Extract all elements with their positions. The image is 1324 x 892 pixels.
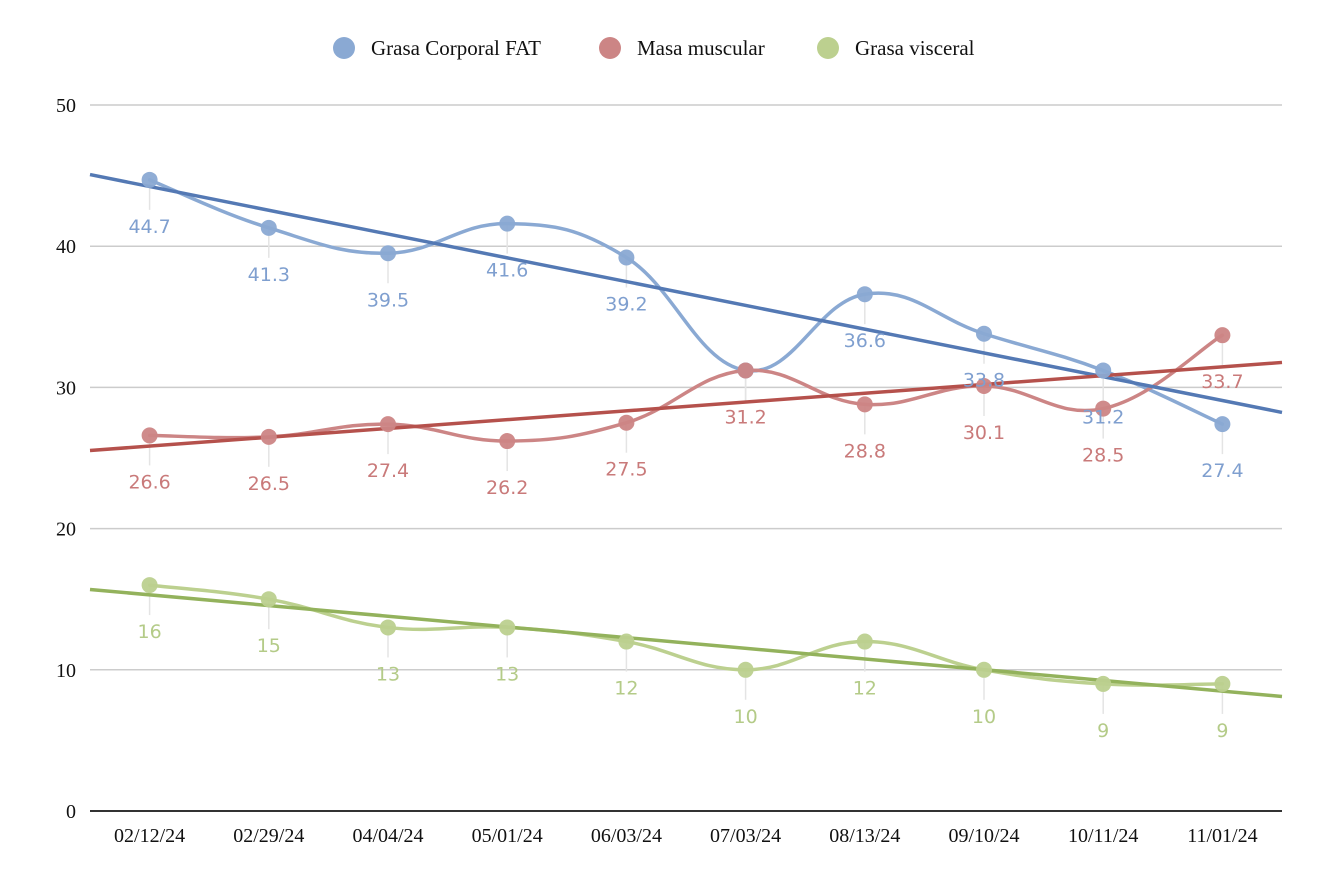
y-tick-label: 40 [56, 236, 76, 258]
y-tick-label: 10 [56, 660, 76, 682]
data-label: 15 [257, 635, 281, 657]
trend-line [89, 172, 1283, 415]
data-point [1214, 675, 1231, 692]
x-tick-label: 02/29/24 [233, 825, 304, 847]
data-point [976, 661, 992, 678]
data-label: 26.5 [248, 473, 290, 495]
trend-line [89, 587, 1283, 699]
legend: Grasa Corporal FAT Masa muscular Grasa vis… [333, 36, 975, 60]
y-tick-label: 20 [56, 519, 76, 541]
data-label: 33.7 [1201, 371, 1243, 393]
data-point [618, 249, 635, 266]
data-point [856, 286, 873, 303]
data-point [1095, 362, 1112, 379]
data-points [141, 171, 1231, 692]
x-tick-label: 04/04/24 [352, 825, 423, 847]
data-label: 36.6 [844, 330, 886, 352]
data-point [1095, 675, 1112, 692]
data-point [141, 577, 158, 594]
data-point [260, 219, 277, 236]
data-labels: 44.7 41.3 39.5 41.6 39.2 36.6 33.8 31.2 27.4 26.6… [128, 216, 1243, 742]
x-tick-label: 10/11/24 [1068, 825, 1138, 847]
data-point [1214, 327, 1231, 344]
y-tick-label: 50 [56, 95, 76, 117]
data-label: 12 [853, 678, 877, 700]
data-point [499, 619, 516, 636]
x-tick-label: 05/01/24 [472, 825, 543, 847]
data-label: 16 [138, 621, 162, 643]
data-label: 10 [734, 706, 758, 728]
data-label: 26.2 [486, 477, 528, 499]
data-point [976, 377, 992, 394]
data-label: 9 [1097, 720, 1109, 742]
data-label: 9 [1216, 720, 1228, 742]
data-point [380, 245, 396, 262]
data-label: 27.4 [1201, 460, 1243, 482]
series-line [147, 178, 1225, 426]
data-label: 33.8 [963, 370, 1005, 392]
data-label: 41.6 [486, 260, 528, 282]
data-label: 10 [972, 706, 996, 728]
y-tick-label: 30 [56, 377, 76, 399]
trend-line [89, 360, 1283, 453]
legend-label: Grasa Corporal FAT [371, 36, 541, 60]
data-point [1095, 400, 1112, 417]
data-point [141, 171, 158, 188]
data-point [737, 661, 754, 678]
data-label: 26.6 [128, 471, 170, 493]
legend-marker [599, 37, 621, 59]
data-label: 27.4 [367, 460, 409, 482]
series-lines [147, 178, 1225, 687]
x-tick-label: 08/13/24 [829, 825, 900, 847]
data-label: 27.5 [605, 459, 647, 481]
data-point [260, 591, 277, 608]
data-label: 41.3 [248, 264, 290, 286]
data-label: 30.1 [963, 422, 1005, 444]
data-point [260, 428, 277, 445]
y-tick-label: 0 [66, 801, 76, 823]
data-point [856, 396, 873, 413]
data-point [499, 215, 516, 232]
data-point [380, 619, 396, 636]
data-point [618, 633, 635, 650]
data-point [856, 633, 873, 650]
series-line [147, 583, 1225, 687]
legend-label: Masa muscular [637, 36, 765, 60]
y-axis-ticks: 0 10 20 30 40 50 [56, 95, 76, 823]
data-label: 13 [376, 663, 400, 685]
series-line [147, 333, 1225, 443]
data-label: 13 [495, 663, 519, 685]
x-axis-ticks: 02/12/24 02/29/24 04/04/24 05/01/24 06/03/24… [114, 825, 1258, 847]
gridlines [90, 104, 1282, 671]
legend-label: Grasa visceral [855, 36, 975, 60]
trend-lines [89, 172, 1283, 699]
data-point [976, 325, 992, 342]
data-label: 31.2 [724, 406, 766, 428]
x-tick-label: 07/03/24 [710, 825, 781, 847]
x-tick-label: 11/01/24 [1187, 825, 1257, 847]
legend-marker [333, 37, 355, 59]
x-tick-label: 02/12/24 [114, 825, 185, 847]
data-point [141, 427, 158, 444]
data-label: 31.2 [1082, 406, 1124, 428]
label-leader-lines [148, 179, 1224, 714]
data-label: 39.5 [367, 289, 409, 311]
data-label: 39.2 [605, 293, 647, 315]
data-point [1214, 416, 1231, 433]
data-point [618, 414, 635, 431]
data-point [380, 416, 396, 433]
x-tick-label: 09/10/24 [948, 825, 1019, 847]
data-point [737, 362, 754, 379]
data-point [499, 433, 516, 450]
x-tick-label: 06/03/24 [591, 825, 662, 847]
data-label: 28.5 [1082, 445, 1124, 467]
legend-marker [817, 37, 839, 59]
data-label: 12 [614, 678, 638, 700]
data-label: 44.7 [128, 216, 170, 238]
data-label: 28.8 [844, 440, 886, 462]
